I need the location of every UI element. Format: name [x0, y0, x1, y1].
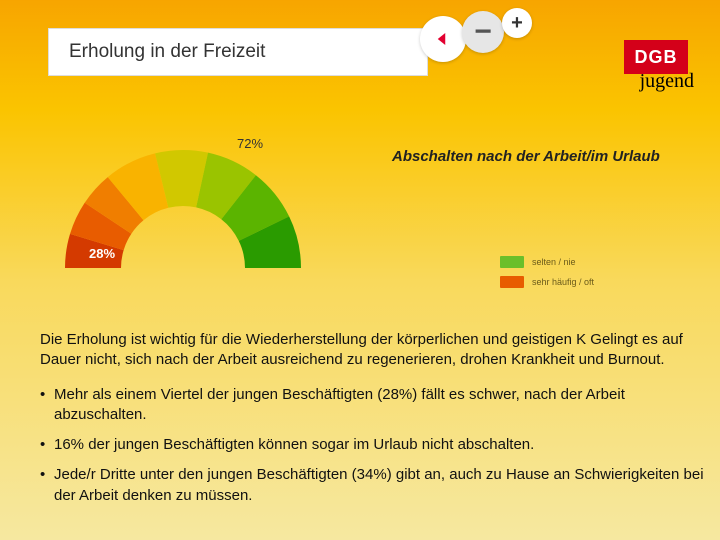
gauge-label-72: 72% — [237, 136, 263, 151]
bullet: Mehr als einem Viertel der jungen Beschä… — [40, 385, 720, 426]
legend-item: selten / nie — [500, 256, 594, 268]
badge-group: − + — [420, 6, 560, 66]
chart-subtitle: Abschalten nach der Arbeit/im Urlaub — [392, 148, 672, 167]
gauge-label-28: 28% — [89, 246, 115, 261]
bullet: 16% der jungen Beschäftigten können soga… — [40, 435, 720, 455]
legend-label: selten / nie — [532, 257, 576, 267]
logo-text: DGB — [624, 40, 688, 74]
bullet: Jede/r Dritte unter den jungen Beschäfti… — [40, 465, 720, 506]
gauge-chart: 28% 72% — [55, 118, 355, 278]
body-text: Die Erholung ist wichtig für die Wiederh… — [40, 330, 720, 516]
legend-label: sehr häufig / oft — [532, 277, 594, 287]
slide: Erholung in der Freizeit − + DGB jugend … — [0, 0, 720, 540]
plus-icon: + — [502, 8, 532, 38]
legend: selten / nie sehr häufig / oft — [500, 256, 594, 296]
paragraph: Die Erholung ist wichtig für die Wiederh… — [40, 330, 720, 371]
logo-script: jugend — [640, 70, 694, 93]
logo: DGB jugend — [588, 40, 688, 92]
legend-swatch — [500, 276, 524, 288]
title-bar: Erholung in der Freizeit — [48, 28, 428, 76]
minus-icon: − — [462, 11, 504, 53]
slide-title: Erholung in der Freizeit — [69, 41, 265, 63]
legend-item: sehr häufig / oft — [500, 276, 594, 288]
back-icon — [420, 16, 466, 62]
legend-swatch — [500, 256, 524, 268]
